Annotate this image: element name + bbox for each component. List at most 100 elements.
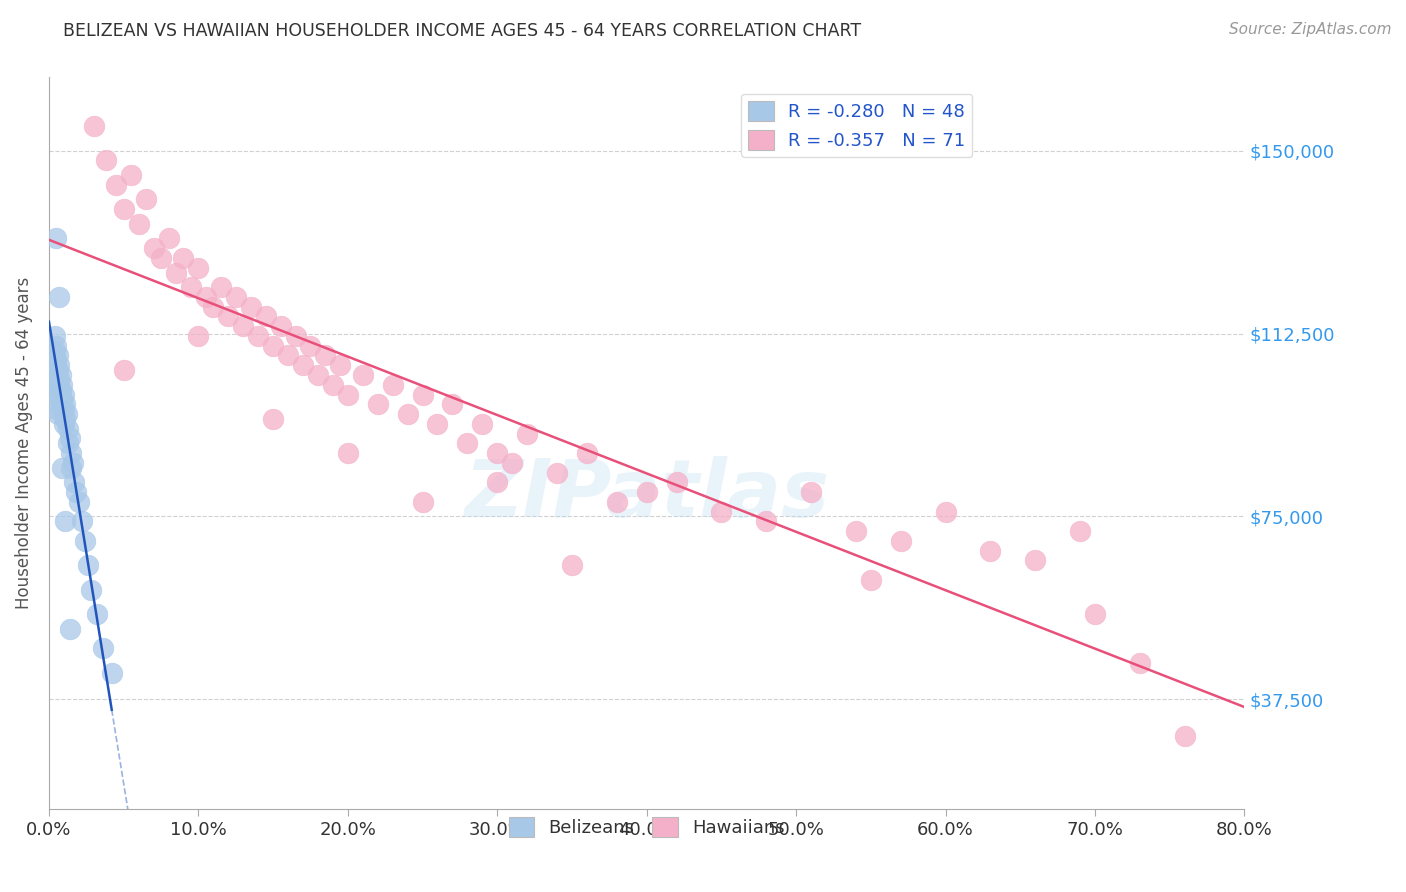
Point	[441, 397, 464, 411]
Point	[665, 475, 688, 490]
Point	[194, 290, 217, 304]
Point	[254, 310, 277, 324]
Point	[49, 383, 72, 397]
Point	[845, 524, 868, 538]
Point	[232, 319, 254, 334]
Point	[45, 368, 67, 382]
Point	[55, 397, 77, 411]
Point	[516, 426, 538, 441]
Point	[55, 514, 77, 528]
Point	[112, 363, 135, 377]
Text: Source: ZipAtlas.com: Source: ZipAtlas.com	[1229, 22, 1392, 37]
Point	[1129, 656, 1152, 670]
Point	[45, 387, 67, 401]
Point	[83, 120, 105, 134]
Point	[52, 402, 75, 417]
Point	[202, 300, 225, 314]
Point	[56, 407, 79, 421]
Point	[120, 168, 142, 182]
Point	[322, 377, 344, 392]
Point	[277, 349, 299, 363]
Point	[501, 456, 523, 470]
Point	[94, 153, 117, 168]
Point	[48, 290, 70, 304]
Point	[1174, 729, 1197, 743]
Point	[135, 193, 157, 207]
Point	[45, 353, 67, 368]
Point	[486, 446, 509, 460]
Point	[60, 460, 83, 475]
Point	[755, 514, 778, 528]
Point	[217, 310, 239, 324]
Point	[336, 387, 359, 401]
Point	[381, 377, 404, 392]
Point	[546, 466, 568, 480]
Text: BELIZEAN VS HAWAIIAN HOUSEHOLDER INCOME AGES 45 - 64 YEARS CORRELATION CHART: BELIZEAN VS HAWAIIAN HOUSEHOLDER INCOME …	[63, 22, 862, 40]
Point	[48, 373, 70, 387]
Point	[329, 358, 352, 372]
Point	[187, 329, 209, 343]
Point	[62, 456, 84, 470]
Point	[172, 251, 194, 265]
Point	[128, 217, 150, 231]
Point	[800, 485, 823, 500]
Point	[396, 407, 419, 421]
Point	[979, 543, 1001, 558]
Point	[561, 558, 583, 573]
Point	[46, 349, 69, 363]
Point	[48, 358, 70, 372]
Point	[157, 231, 180, 245]
Point	[45, 339, 67, 353]
Point	[63, 475, 86, 490]
Point	[935, 505, 957, 519]
Point	[51, 392, 73, 407]
Point	[112, 202, 135, 216]
Point	[105, 178, 128, 192]
Y-axis label: Householder Income Ages 45 - 64 years: Householder Income Ages 45 - 64 years	[15, 277, 32, 609]
Point	[636, 485, 658, 500]
Point	[49, 368, 72, 382]
Point	[45, 231, 67, 245]
Point	[336, 446, 359, 460]
Point	[55, 412, 77, 426]
Point	[1084, 607, 1107, 621]
Point	[60, 446, 83, 460]
Point	[270, 319, 292, 334]
Point	[49, 397, 72, 411]
Legend: Belizeans, Hawaiians: Belizeans, Hawaiians	[502, 810, 792, 844]
Point	[46, 363, 69, 377]
Point	[471, 417, 494, 431]
Point	[890, 533, 912, 548]
Point	[486, 475, 509, 490]
Point	[100, 665, 122, 680]
Point	[165, 266, 187, 280]
Point	[51, 377, 73, 392]
Point	[247, 329, 270, 343]
Point	[426, 417, 449, 431]
Point	[86, 607, 108, 621]
Point	[59, 622, 82, 636]
Point	[44, 343, 66, 358]
Point	[367, 397, 389, 411]
Point	[142, 241, 165, 255]
Point	[1024, 553, 1046, 567]
Point	[1069, 524, 1091, 538]
Point	[292, 358, 315, 372]
Point	[70, 514, 93, 528]
Point	[412, 495, 434, 509]
Point	[46, 407, 69, 421]
Point	[412, 387, 434, 401]
Point	[710, 505, 733, 519]
Point	[225, 290, 247, 304]
Point	[606, 495, 628, 509]
Point	[575, 446, 598, 460]
Point	[209, 280, 232, 294]
Point	[314, 349, 336, 363]
Point	[58, 422, 80, 436]
Point	[352, 368, 374, 382]
Point	[48, 392, 70, 407]
Point	[44, 377, 66, 392]
Point	[76, 558, 98, 573]
Point	[44, 329, 66, 343]
Point	[262, 412, 284, 426]
